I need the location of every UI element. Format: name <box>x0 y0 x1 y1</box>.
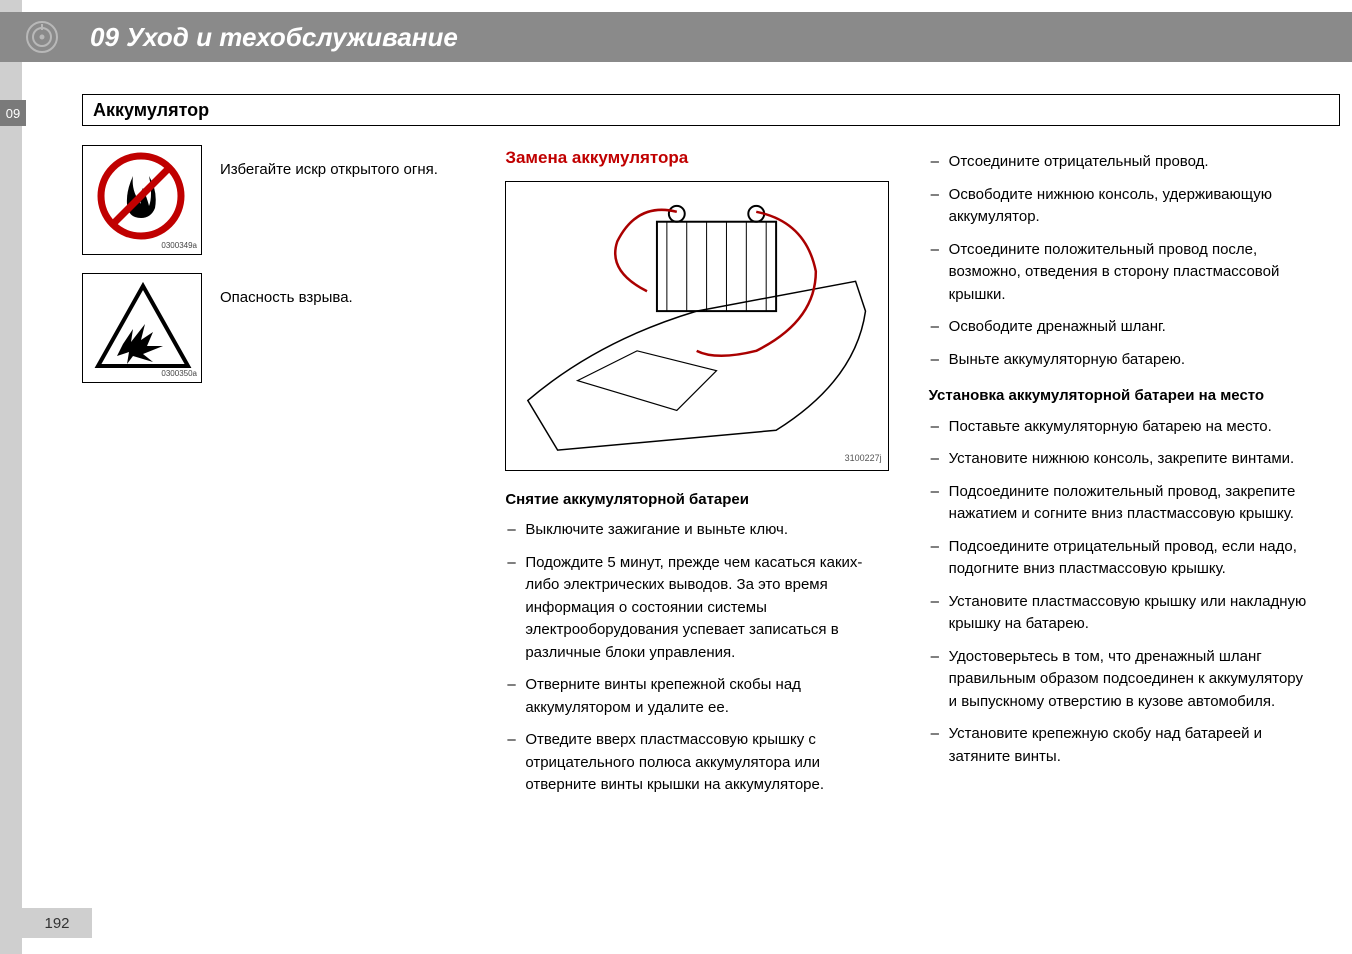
warning-icon-explosion: 0300350a <box>82 273 202 383</box>
warning-icon-no-fire: 0300349a <box>82 145 202 255</box>
section-heading-box: Аккумулятор <box>82 94 1340 126</box>
list-item: Установите нижнюю консоль, закрепите вин… <box>929 448 1312 471</box>
figure-id: 3100227j <box>845 452 882 466</box>
side-chapter-tab: 09 <box>0 100 26 126</box>
chapter-title: 09 Уход и техобслуживание <box>90 22 458 53</box>
left-gutter <box>0 0 22 954</box>
list-item: Установите пластмассовую крышку или накл… <box>929 591 1312 636</box>
header-bar: 09 Уход и техобслуживание <box>0 12 1352 62</box>
heading-replace-battery: Замена аккумулятора <box>505 145 888 171</box>
warning-text-1: Избегайте искр открытого огня. <box>220 145 438 255</box>
warning-row-2: 0300350a Опасность взрыва. <box>82 273 465 383</box>
list-item: Подсоедините положительный провод, закре… <box>929 481 1312 526</box>
page-number: 192 <box>22 908 92 938</box>
figure-id: 0300349a <box>161 240 197 252</box>
list-item: Освободите нижнюю консоль, удерживающую … <box>929 184 1312 229</box>
list-item: Подождите 5 минут, прежде чем касаться к… <box>505 552 888 665</box>
column-2: Замена аккумулятора 3100227j Снятие акку… <box>505 145 888 894</box>
content-area: 0300349a Избегайте искр открытого огня. … <box>82 145 1312 894</box>
removal-steps-list: Выключите зажигание и выньте ключ. Подож… <box>505 519 888 797</box>
column-1: 0300349a Избегайте искр открытого огня. … <box>82 145 465 894</box>
removal-steps-continued: Отсоедините отрицательный провод. Освобо… <box>929 151 1312 371</box>
subheading-remove-battery: Снятие аккумуляторной батареи <box>505 489 888 512</box>
list-item: Установите крепежную скобу над батареей … <box>929 723 1312 768</box>
list-item: Поставьте аккумуляторную батарею на мест… <box>929 416 1312 439</box>
list-item: Выключите зажигание и выньте ключ. <box>505 519 888 542</box>
section-title: Аккумулятор <box>93 100 209 121</box>
warning-row-1: 0300349a Избегайте искр открытого огня. <box>82 145 465 255</box>
chapter-icon <box>24 19 60 55</box>
subheading-install-battery: Установка аккумуляторной батареи на мест… <box>929 385 1312 408</box>
list-item: Удостоверьтесь в том, что дренажный шлан… <box>929 646 1312 714</box>
column-3: Отсоедините отрицательный провод. Освобо… <box>929 145 1312 894</box>
list-item: Отсоедините отрицательный провод. <box>929 151 1312 174</box>
list-item: Подсоедините отрицательный провод, если … <box>929 536 1312 581</box>
figure-id: 0300350a <box>161 368 197 380</box>
list-item: Отведите вверх пластмассовую крышку с от… <box>505 729 888 797</box>
list-item: Отверните винты крепежной скобы над акку… <box>505 674 888 719</box>
warning-text-2: Опасность взрыва. <box>220 273 353 383</box>
list-item: Освободите дренажный шланг. <box>929 316 1312 339</box>
list-item: Отсоедините положительный провод после, … <box>929 239 1312 307</box>
list-item: Выньте аккумуляторную батарею. <box>929 349 1312 372</box>
figure-battery-diagram: 3100227j <box>505 181 888 471</box>
install-steps-list: Поставьте аккумуляторную батарею на мест… <box>929 416 1312 769</box>
